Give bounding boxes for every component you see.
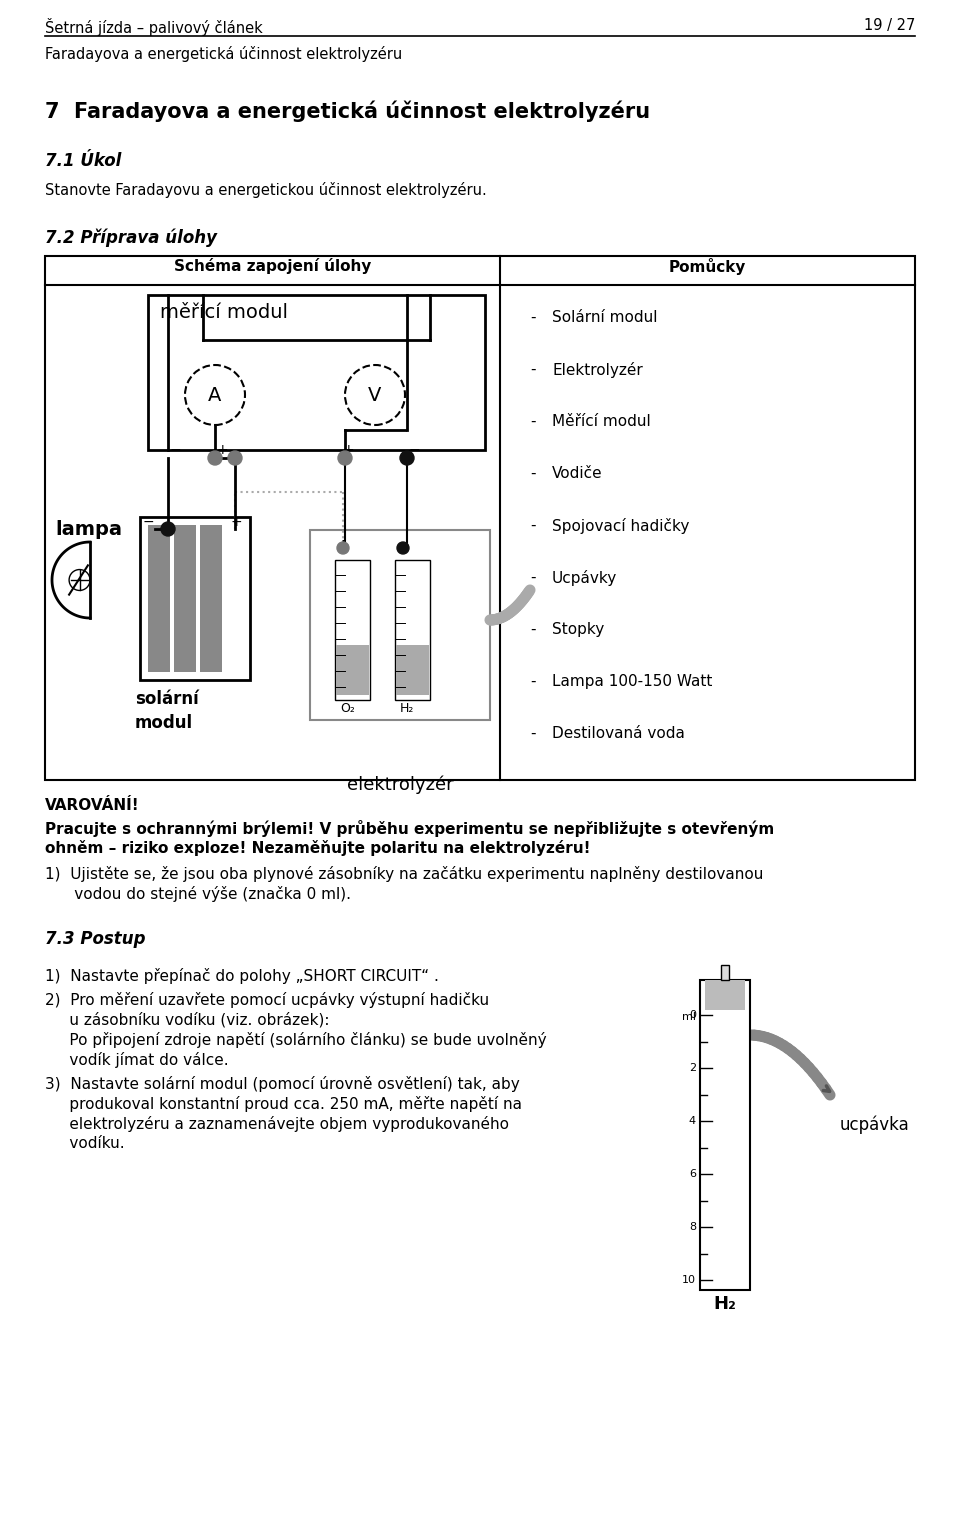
Text: vodou do stejné výše (značka 0 ml).: vodou do stejné výše (značka 0 ml). (45, 886, 351, 903)
Text: 8: 8 (689, 1222, 696, 1232)
Text: −: − (409, 444, 420, 457)
Text: +: + (230, 516, 242, 529)
Text: Vodiče: Vodiče (552, 467, 603, 480)
Circle shape (400, 451, 414, 465)
Text: 2)  Pro měření uzavřete pomocí ucpávky výstupní hadičku: 2) Pro měření uzavřete pomocí ucpávky vý… (45, 991, 490, 1008)
Bar (148, 295, 485, 450)
Circle shape (338, 451, 352, 465)
Text: -: - (530, 311, 536, 324)
Circle shape (397, 542, 409, 554)
Text: VAROVÁNÍ!: VAROVÁNÍ! (45, 799, 139, 812)
Text: elektrolyzér: elektrolyzér (347, 776, 453, 794)
Text: +: + (343, 444, 354, 457)
Text: ml: ml (682, 1011, 696, 1022)
Text: 7  Faradayova a energetická účinnost elektrolyzéru: 7 Faradayova a energetická účinnost elek… (45, 99, 650, 121)
Text: Spojovací hadičky: Spojovací hadičky (552, 519, 689, 534)
Text: Solární modul: Solární modul (552, 311, 658, 324)
Text: u zásobníku vodíku (viz. obrázek):: u zásobníku vodíku (viz. obrázek): (45, 1011, 329, 1028)
Text: 7.2 Příprava úlohy: 7.2 Příprava úlohy (45, 228, 217, 246)
Text: 1)  Nastavte přepínač do polohy „SHORT CIRCUIT“ .: 1) Nastavte přepínač do polohy „SHORT CI… (45, 968, 439, 984)
Text: −: − (170, 444, 181, 457)
Bar (140, 517, 250, 679)
Text: 7.3 Postup: 7.3 Postup (45, 930, 146, 949)
Text: elektrolyzéru a zaznamenávejte objem vyprodukovaného: elektrolyzéru a zaznamenávejte objem vyp… (45, 1115, 509, 1132)
Text: 1)  Ujistěte se, že jsou oba plynové zásobníky na začátku experimentu naplněny d: 1) Ujistěte se, že jsou oba plynové záso… (45, 866, 763, 881)
Text: -: - (530, 571, 536, 584)
Text: Po připojení zdroje napětí (solárního článku) se bude uvolněný: Po připojení zdroje napětí (solárního čl… (45, 1033, 546, 1048)
Text: 0: 0 (689, 1010, 696, 1021)
Bar (705, 981, 745, 1010)
Circle shape (337, 542, 349, 554)
Text: -: - (530, 623, 536, 636)
Text: Ucpávky: Ucpávky (552, 571, 617, 586)
Text: A: A (208, 386, 222, 404)
Text: -: - (530, 467, 536, 480)
Text: 2: 2 (689, 1063, 696, 1073)
Text: Stanovte Faradayovu a energetickou účinnost elektrolyzéru.: Stanovte Faradayovu a energetickou účinn… (45, 182, 487, 197)
Text: −: − (143, 516, 155, 529)
Bar (336, 646, 369, 695)
Text: lampa: lampa (55, 520, 122, 539)
Text: -: - (530, 727, 536, 741)
Text: 10: 10 (682, 1274, 696, 1285)
Text: -: - (530, 415, 536, 428)
Text: H₂: H₂ (713, 1294, 736, 1313)
Text: H₂: H₂ (400, 702, 415, 715)
Circle shape (228, 451, 242, 465)
Text: V: V (369, 386, 382, 404)
Text: O₂: O₂ (340, 702, 355, 715)
Bar (200, 525, 222, 672)
Text: měřící modul: měřící modul (160, 303, 288, 321)
Text: -: - (530, 675, 536, 688)
Circle shape (208, 451, 222, 465)
Text: Lampa 100-150 Watt: Lampa 100-150 Watt (552, 675, 712, 688)
Bar (310, 529, 490, 721)
Text: Stopky: Stopky (552, 623, 604, 636)
Text: -: - (530, 519, 536, 532)
Text: Měřící modul: Měřící modul (552, 415, 651, 428)
Text: Schéma zapojení úlohy: Schéma zapojení úlohy (174, 259, 372, 274)
Circle shape (161, 522, 175, 536)
Text: Faradayova a energetická účinnost elektrolyzéru: Faradayova a energetická účinnost elektr… (45, 46, 402, 63)
Text: ucpávka: ucpávka (840, 1115, 910, 1134)
Bar (721, 965, 729, 981)
Text: Pracujte s ochrannými brýlemi! V průběhu experimentu se nepřibližujte s otevřený: Pracujte s ochrannými brýlemi! V průběhu… (45, 820, 775, 837)
Text: 6: 6 (689, 1169, 696, 1180)
Text: 19 / 27: 19 / 27 (864, 18, 915, 34)
Bar (45, 256, 915, 780)
Text: solární
modul: solární modul (135, 690, 199, 731)
Text: +: + (337, 539, 349, 552)
Bar (174, 525, 196, 672)
Text: vodík jímat do válce.: vodík jímat do válce. (45, 1053, 228, 1068)
Bar (335, 560, 370, 701)
Text: vodíku.: vodíku. (45, 1135, 125, 1151)
Circle shape (345, 366, 405, 425)
Text: produkoval konstantní proud cca. 250 mA, měřte napětí na: produkoval konstantní proud cca. 250 mA,… (45, 1095, 522, 1112)
Text: ohněm – riziko exploze! Nezaměňujte polaritu na elektrolyzéru!: ohněm – riziko exploze! Nezaměňujte pola… (45, 840, 590, 855)
Text: 7.1 Úkol: 7.1 Úkol (45, 151, 121, 170)
Text: Šetrná jízda – palivový článek: Šetrná jízda – palivový článek (45, 18, 263, 37)
Text: Pomůcky: Pomůcky (669, 259, 746, 275)
Text: Elektrolyzér: Elektrolyzér (552, 363, 643, 378)
Text: Destilovaná voda: Destilovaná voda (552, 727, 684, 741)
Bar (148, 525, 170, 672)
Text: -: - (530, 363, 536, 376)
Text: 3)  Nastavte solární modul (pomocí úrovně osvětlení) tak, aby: 3) Nastavte solární modul (pomocí úrovně… (45, 1076, 519, 1092)
Text: 4: 4 (689, 1115, 696, 1126)
Text: −: − (396, 539, 409, 552)
Text: +: + (217, 444, 228, 457)
Circle shape (185, 366, 245, 425)
Bar (395, 560, 430, 701)
Bar (700, 981, 750, 1290)
Bar (396, 646, 429, 695)
